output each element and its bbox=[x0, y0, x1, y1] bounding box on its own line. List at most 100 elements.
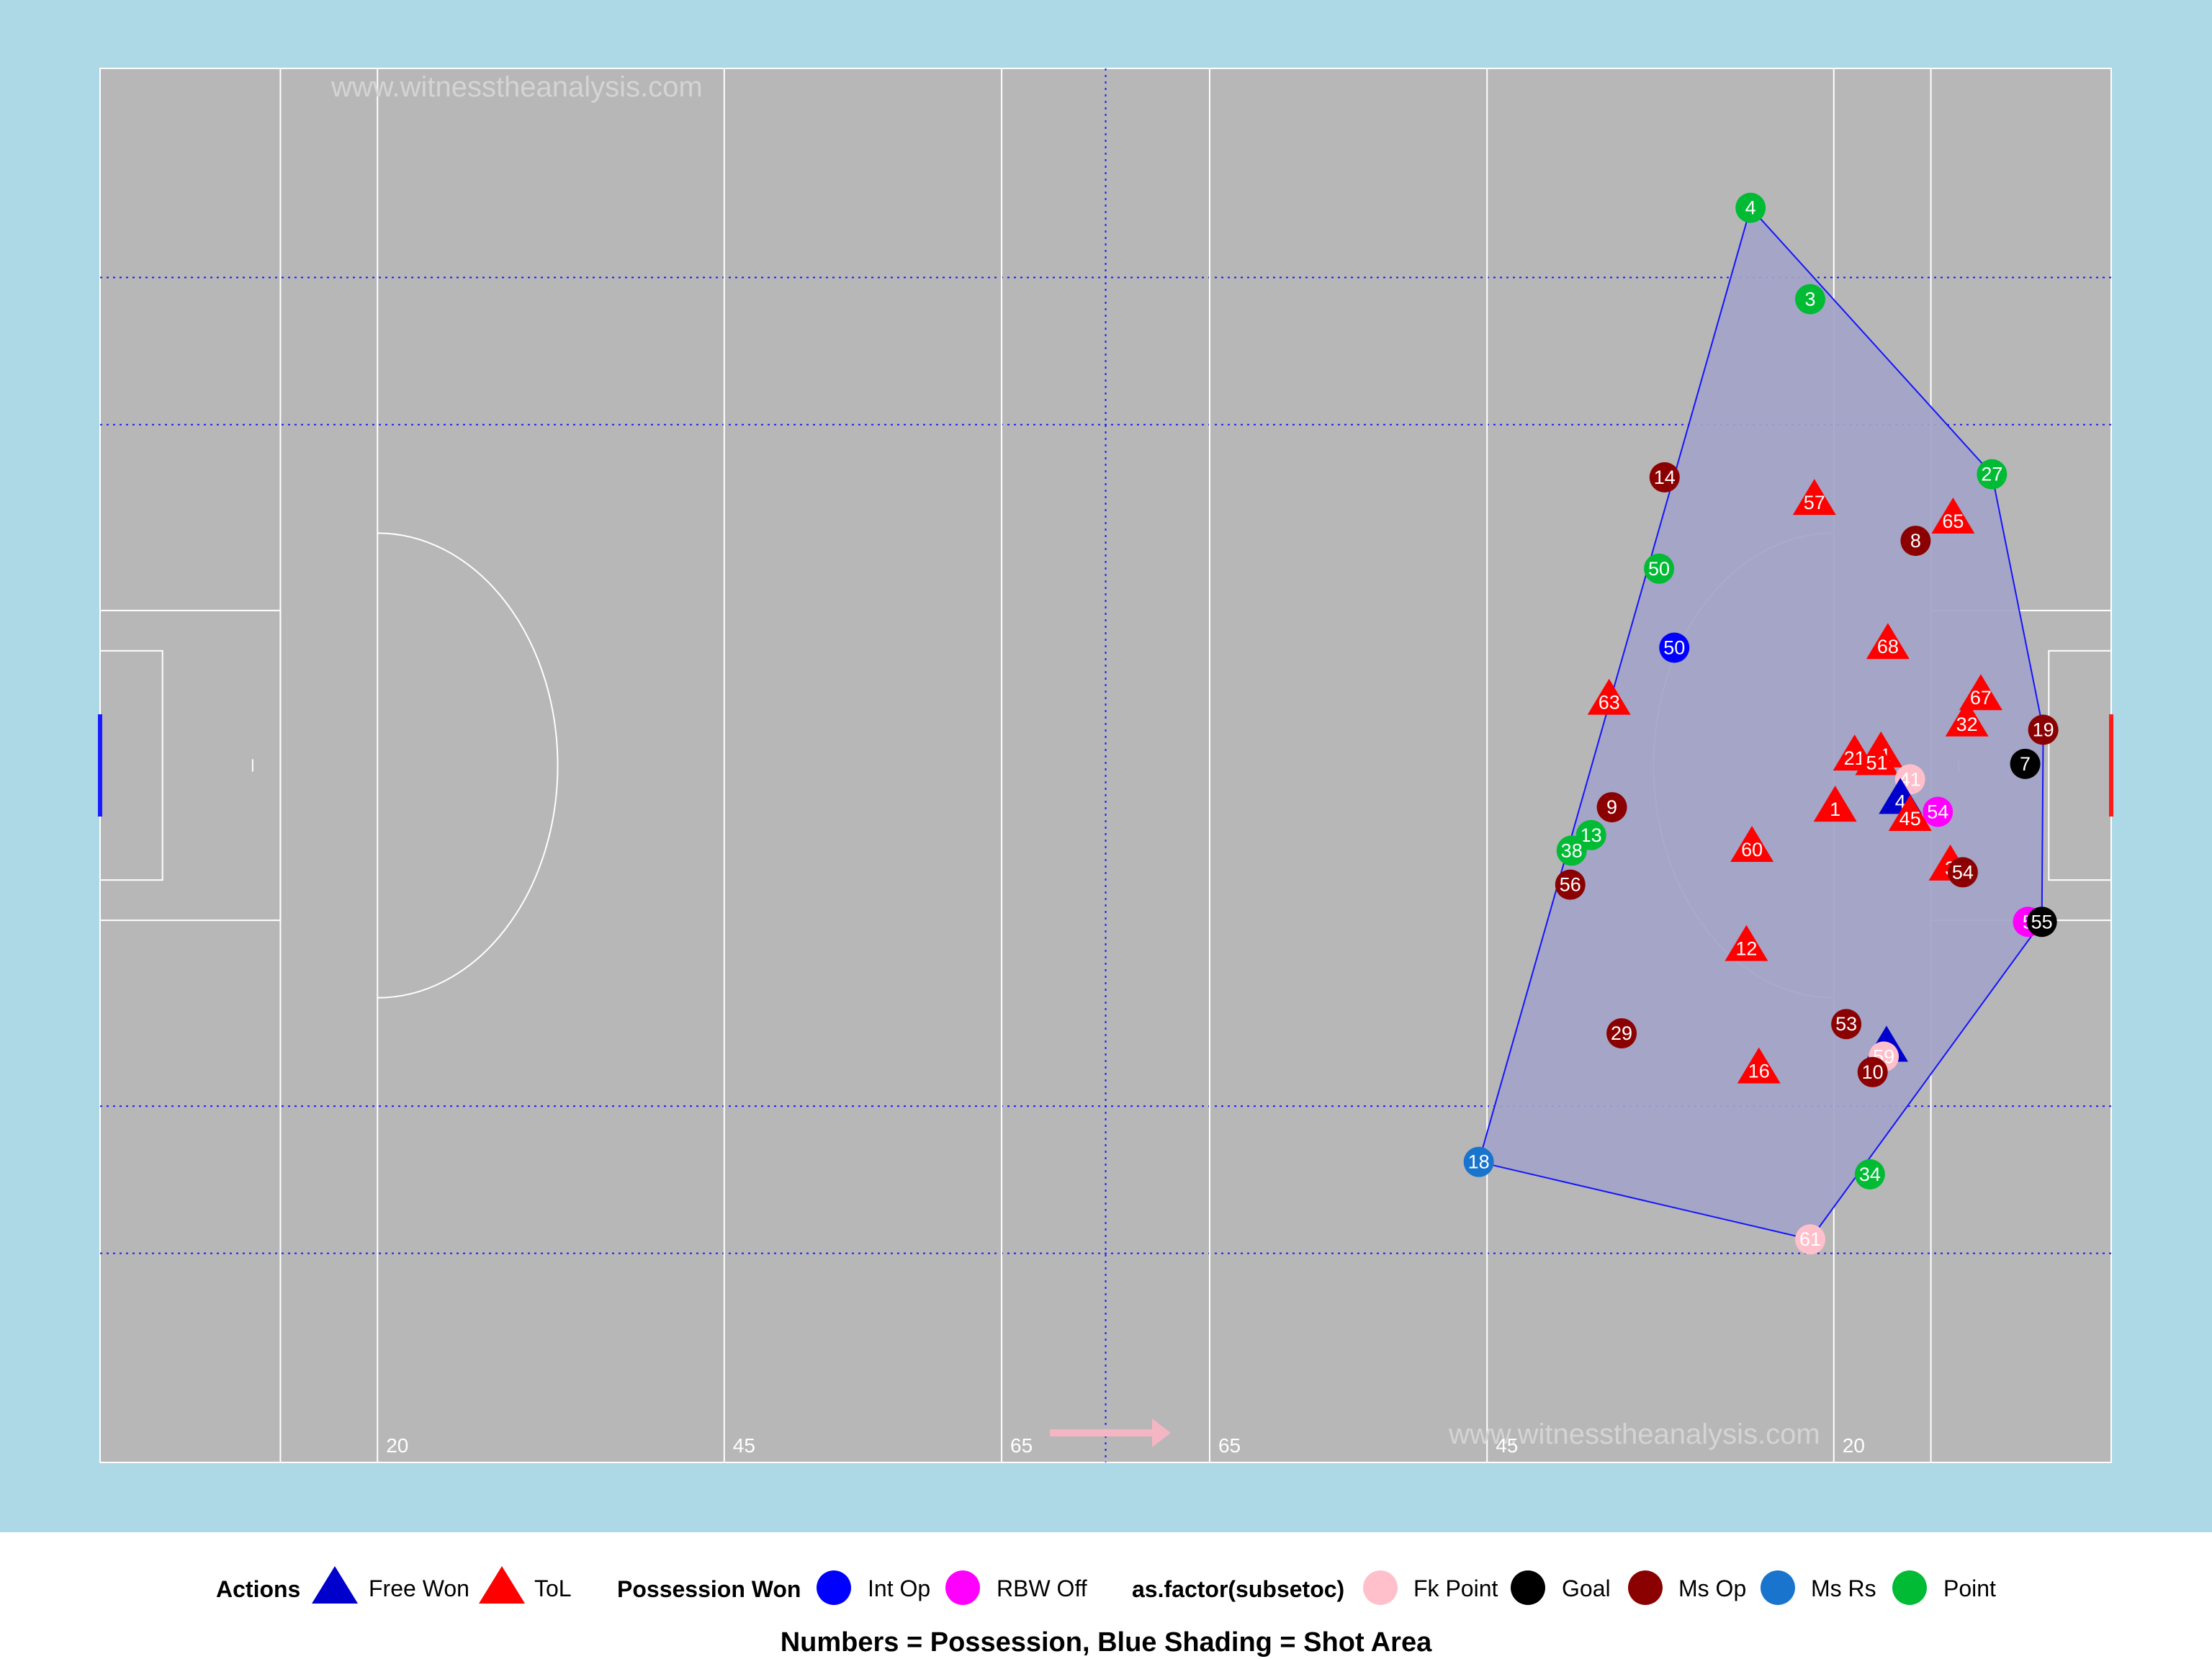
legend-key-circle bbox=[945, 1570, 980, 1605]
data-point: 50 bbox=[1659, 632, 1690, 663]
legend-label: Fk Point bbox=[1413, 1575, 1498, 1601]
legend-title: as.factor(subsetoc) bbox=[1132, 1576, 1344, 1602]
legend-label: RBW Off bbox=[997, 1575, 1087, 1601]
point-marker-circle bbox=[1923, 796, 1954, 827]
point-label: 8 bbox=[1910, 530, 1921, 552]
point-marker-circle bbox=[1735, 192, 1766, 223]
legend-label: Free Won bbox=[369, 1575, 469, 1601]
data-point: 50 bbox=[1644, 553, 1675, 584]
point-label: 10 bbox=[1862, 1061, 1884, 1083]
legend-key-circle bbox=[1761, 1570, 1795, 1605]
point-label: 56 bbox=[1560, 874, 1581, 896]
point-label: 38 bbox=[1561, 840, 1583, 861]
point-label: 18 bbox=[1468, 1151, 1490, 1173]
point-label: 12 bbox=[1735, 938, 1757, 960]
point-label: 29 bbox=[1611, 1022, 1632, 1044]
point-marker-circle bbox=[1555, 869, 1586, 900]
point-label: 50 bbox=[1663, 637, 1685, 659]
point-marker-triangle bbox=[1730, 826, 1774, 863]
data-point: 55 bbox=[2026, 907, 2057, 938]
data-point: 56 bbox=[1555, 869, 1586, 900]
point-label: 54 bbox=[1927, 801, 1948, 823]
point-marker-triangle bbox=[1737, 1047, 1781, 1084]
point-label: 4 bbox=[1745, 197, 1756, 219]
data-point: 12 bbox=[1725, 925, 1768, 961]
point-marker-triangle bbox=[1888, 794, 1932, 831]
data-point: 10 bbox=[1857, 1056, 1888, 1087]
legend-label: Goal bbox=[1562, 1575, 1611, 1601]
legend-label: Int Op bbox=[868, 1575, 930, 1601]
pitch-distance-label: 20 bbox=[1843, 1434, 1865, 1457]
point-label: 16 bbox=[1748, 1061, 1770, 1082]
legend-title: Possession Won bbox=[617, 1576, 801, 1602]
legend-key-circle bbox=[1511, 1570, 1545, 1605]
point-marker-triangle bbox=[1959, 674, 2002, 711]
point-marker-circle bbox=[1463, 1146, 1494, 1177]
legend-key-triangle bbox=[312, 1566, 358, 1604]
point-marker-circle bbox=[1596, 792, 1627, 823]
point-label: 67 bbox=[1970, 687, 1992, 709]
point-label: 1 bbox=[1830, 799, 1840, 820]
point-marker-triangle bbox=[1587, 678, 1631, 715]
data-point: 34 bbox=[1854, 1159, 1885, 1190]
point-marker-circle bbox=[1857, 1056, 1888, 1087]
point-marker-triangle bbox=[1855, 739, 1899, 775]
point-label: 3 bbox=[1804, 289, 1815, 310]
data-point: 14 bbox=[1649, 462, 1680, 493]
data-point: 61 bbox=[1795, 1224, 1826, 1255]
legend-label: Point bbox=[1943, 1575, 1996, 1601]
data-points: 4327145765850506863673219211151741145445… bbox=[1463, 192, 2059, 1255]
point-marker-circle bbox=[1900, 526, 1931, 557]
legend-key-circle bbox=[817, 1570, 851, 1605]
pitch-distance-label: 45 bbox=[733, 1434, 755, 1457]
data-point: 65 bbox=[1931, 497, 1975, 534]
data-point: 38 bbox=[1556, 835, 1587, 866]
data-point: 4 bbox=[1735, 192, 1766, 223]
point-marker-circle bbox=[1649, 462, 1680, 493]
data-point: 27 bbox=[1977, 459, 2008, 490]
point-marker-circle bbox=[1831, 1009, 1862, 1040]
point-label: 61 bbox=[1799, 1228, 1821, 1250]
point-label: 53 bbox=[1835, 1013, 1857, 1035]
data-point: 53 bbox=[1831, 1009, 1862, 1040]
attack-direction-arrow bbox=[1050, 1419, 1171, 1447]
point-marker-circle bbox=[1795, 1224, 1826, 1255]
legend-label: Ms Rs bbox=[1811, 1575, 1876, 1601]
data-point: 32 bbox=[1945, 700, 1989, 737]
point-label: 7 bbox=[2020, 753, 2031, 775]
point-label: 9 bbox=[1606, 796, 1617, 818]
pitch-distance-labels: 20 45 65 65 45 20 bbox=[386, 1434, 1865, 1457]
point-marker-triangle bbox=[1931, 497, 1975, 534]
legend: Actions Free Won ToL Possession Won Int Op RB… bbox=[216, 1566, 1996, 1605]
data-point: 68 bbox=[1866, 623, 1910, 660]
data-point: 19 bbox=[2028, 714, 2059, 745]
point-marker-triangle bbox=[1866, 623, 1910, 660]
point-label: 32 bbox=[1956, 714, 1978, 735]
point-label: 60 bbox=[1741, 839, 1763, 860]
legend-key-circle bbox=[1628, 1570, 1663, 1605]
data-point: 57 bbox=[1792, 479, 1836, 516]
legend-key-triangle bbox=[479, 1566, 525, 1604]
point-label: 63 bbox=[1599, 692, 1620, 714]
point-marker-circle bbox=[1977, 459, 2008, 490]
data-point: 51 bbox=[1855, 739, 1899, 775]
legend-title: Actions bbox=[216, 1576, 300, 1602]
data-point: 63 bbox=[1587, 678, 1631, 715]
data-point: 45 bbox=[1888, 794, 1932, 831]
point-marker-triangle bbox=[1945, 700, 1989, 737]
data-point: 3 bbox=[1795, 284, 1826, 315]
data-point: 18 bbox=[1463, 1146, 1494, 1177]
point-label: 27 bbox=[1981, 464, 2002, 485]
point-marker-circle bbox=[1659, 632, 1690, 663]
watermark-bottom: www.witnesstheanalysis.com bbox=[1448, 1419, 1820, 1450]
data-point: 29 bbox=[1606, 1018, 1637, 1049]
pitch-distance-label: 65 bbox=[1010, 1434, 1033, 1457]
point-label: 54 bbox=[1952, 861, 1974, 883]
point-label: 57 bbox=[1804, 492, 1825, 513]
legend-background bbox=[0, 1532, 2212, 1659]
point-label: 50 bbox=[1648, 558, 1670, 580]
data-point: 60 bbox=[1730, 826, 1774, 863]
point-label: 65 bbox=[1942, 511, 1964, 532]
watermark-top: www.witnesstheanalysis.com bbox=[331, 71, 703, 103]
